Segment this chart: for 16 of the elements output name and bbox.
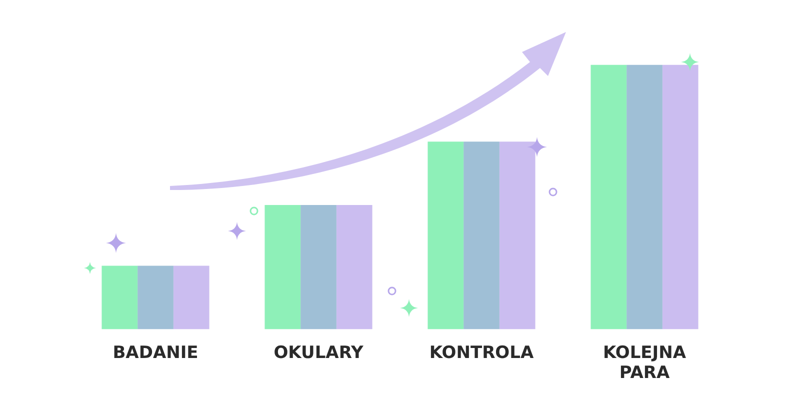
bar [264, 204, 301, 330]
bar [102, 266, 138, 330]
bar [662, 64, 698, 330]
bar [138, 266, 174, 330]
bar [300, 204, 336, 330]
bar [499, 142, 536, 330]
x-tick-label: OKULARY [274, 342, 364, 363]
bar [590, 64, 627, 330]
bar [336, 204, 372, 330]
bar [173, 266, 210, 330]
x-tick-label: KOLEJNA PARA [602, 342, 687, 384]
x-tick-label: KONTROLA [429, 342, 534, 363]
bar [428, 142, 464, 330]
bar [464, 142, 500, 330]
x-tick-label: BADANIE [112, 342, 198, 363]
bar [626, 64, 662, 330]
